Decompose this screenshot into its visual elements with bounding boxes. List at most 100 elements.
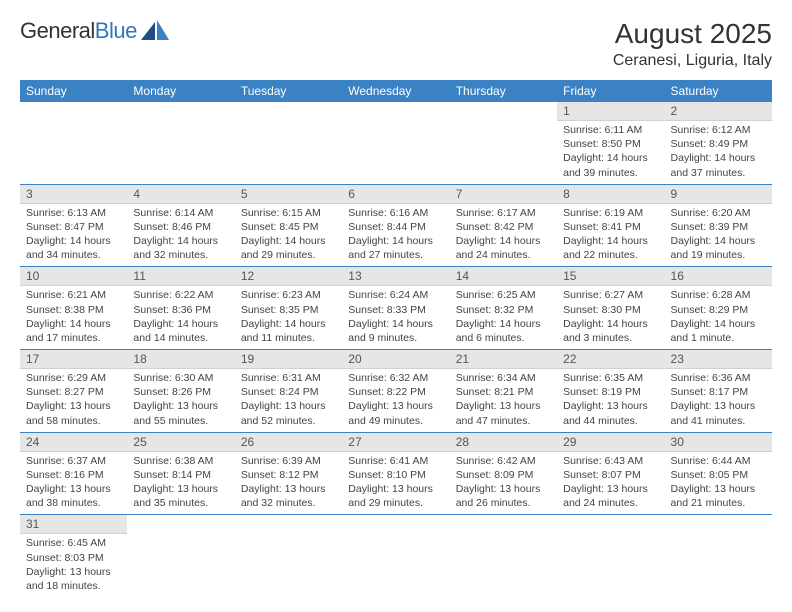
calendar-day: 14Sunrise: 6:25 AMSunset: 8:32 PMDayligh… <box>450 267 557 350</box>
calendar-day: 4Sunrise: 6:14 AMSunset: 8:46 PMDaylight… <box>127 184 234 267</box>
calendar-day: 16Sunrise: 6:28 AMSunset: 8:29 PMDayligh… <box>665 267 772 350</box>
weekday-header: Tuesday <box>235 80 342 102</box>
weekday-header: Sunday <box>20 80 127 102</box>
calendar-day: 7Sunrise: 6:17 AMSunset: 8:42 PMDaylight… <box>450 184 557 267</box>
calendar-day: 29Sunrise: 6:43 AMSunset: 8:07 PMDayligh… <box>557 432 664 515</box>
day-content: Sunrise: 6:15 AMSunset: 8:45 PMDaylight:… <box>235 204 342 267</box>
day-number: 6 <box>342 185 449 204</box>
calendar-header: SundayMondayTuesdayWednesdayThursdayFrid… <box>20 80 772 102</box>
header-row: GeneralBlue August 2025 Ceranesi, Liguri… <box>20 18 772 70</box>
sunrise-text: Sunrise: 6:21 AM <box>26 288 121 302</box>
day-number: 17 <box>20 350 127 369</box>
day-content: Sunrise: 6:35 AMSunset: 8:19 PMDaylight:… <box>557 369 664 432</box>
day-content: Sunrise: 6:39 AMSunset: 8:12 PMDaylight:… <box>235 452 342 515</box>
day-number: 14 <box>450 267 557 286</box>
sunrise-text: Sunrise: 6:22 AM <box>133 288 228 302</box>
daylight-text: Daylight: 13 hours and 26 minutes. <box>456 482 551 510</box>
sunrise-text: Sunrise: 6:35 AM <box>563 371 658 385</box>
day-content: Sunrise: 6:30 AMSunset: 8:26 PMDaylight:… <box>127 369 234 432</box>
day-content: Sunrise: 6:12 AMSunset: 8:49 PMDaylight:… <box>665 121 772 184</box>
day-content: Sunrise: 6:36 AMSunset: 8:17 PMDaylight:… <box>665 369 772 432</box>
day-content: Sunrise: 6:20 AMSunset: 8:39 PMDaylight:… <box>665 204 772 267</box>
calendar-empty <box>450 102 557 184</box>
day-number: 21 <box>450 350 557 369</box>
daylight-text: Daylight: 14 hours and 9 minutes. <box>348 317 443 345</box>
calendar-body: 1Sunrise: 6:11 AMSunset: 8:50 PMDaylight… <box>20 102 772 597</box>
calendar-empty <box>127 102 234 184</box>
day-number: 28 <box>450 433 557 452</box>
calendar-day: 22Sunrise: 6:35 AMSunset: 8:19 PMDayligh… <box>557 350 664 433</box>
day-number: 25 <box>127 433 234 452</box>
sunset-text: Sunset: 8:16 PM <box>26 468 121 482</box>
daylight-text: Daylight: 13 hours and 44 minutes. <box>563 399 658 427</box>
daylight-text: Daylight: 13 hours and 32 minutes. <box>241 482 336 510</box>
sunset-text: Sunset: 8:44 PM <box>348 220 443 234</box>
calendar-empty <box>235 102 342 184</box>
day-number: 19 <box>235 350 342 369</box>
weekday-header: Wednesday <box>342 80 449 102</box>
sunset-text: Sunset: 8:12 PM <box>241 468 336 482</box>
day-number: 8 <box>557 185 664 204</box>
calendar-day: 15Sunrise: 6:27 AMSunset: 8:30 PMDayligh… <box>557 267 664 350</box>
sunset-text: Sunset: 8:41 PM <box>563 220 658 234</box>
sunrise-text: Sunrise: 6:19 AM <box>563 206 658 220</box>
calendar-day: 17Sunrise: 6:29 AMSunset: 8:27 PMDayligh… <box>20 350 127 433</box>
calendar-day: 26Sunrise: 6:39 AMSunset: 8:12 PMDayligh… <box>235 432 342 515</box>
day-content: Sunrise: 6:41 AMSunset: 8:10 PMDaylight:… <box>342 452 449 515</box>
calendar-day: 6Sunrise: 6:16 AMSunset: 8:44 PMDaylight… <box>342 184 449 267</box>
day-content: Sunrise: 6:16 AMSunset: 8:44 PMDaylight:… <box>342 204 449 267</box>
daylight-text: Daylight: 13 hours and 52 minutes. <box>241 399 336 427</box>
day-number: 16 <box>665 267 772 286</box>
sunset-text: Sunset: 8:33 PM <box>348 303 443 317</box>
day-number: 22 <box>557 350 664 369</box>
daylight-text: Daylight: 13 hours and 38 minutes. <box>26 482 121 510</box>
calendar-day: 25Sunrise: 6:38 AMSunset: 8:14 PMDayligh… <box>127 432 234 515</box>
sunset-text: Sunset: 8:50 PM <box>563 137 658 151</box>
calendar-empty <box>342 102 449 184</box>
day-content: Sunrise: 6:28 AMSunset: 8:29 PMDaylight:… <box>665 286 772 349</box>
sunset-text: Sunset: 8:03 PM <box>26 551 121 565</box>
sunrise-text: Sunrise: 6:13 AM <box>26 206 121 220</box>
sunrise-text: Sunrise: 6:41 AM <box>348 454 443 468</box>
daylight-text: Daylight: 13 hours and 49 minutes. <box>348 399 443 427</box>
sunrise-text: Sunrise: 6:27 AM <box>563 288 658 302</box>
sunrise-text: Sunrise: 6:32 AM <box>348 371 443 385</box>
daylight-text: Daylight: 14 hours and 24 minutes. <box>456 234 551 262</box>
daylight-text: Daylight: 14 hours and 22 minutes. <box>563 234 658 262</box>
calendar-day: 5Sunrise: 6:15 AMSunset: 8:45 PMDaylight… <box>235 184 342 267</box>
calendar-empty <box>127 515 234 597</box>
day-number: 26 <box>235 433 342 452</box>
logo: GeneralBlue <box>20 18 169 44</box>
day-number: 4 <box>127 185 234 204</box>
sunrise-text: Sunrise: 6:34 AM <box>456 371 551 385</box>
day-number: 13 <box>342 267 449 286</box>
day-number: 11 <box>127 267 234 286</box>
sunrise-text: Sunrise: 6:45 AM <box>26 536 121 550</box>
calendar-day: 21Sunrise: 6:34 AMSunset: 8:21 PMDayligh… <box>450 350 557 433</box>
day-content: Sunrise: 6:14 AMSunset: 8:46 PMDaylight:… <box>127 204 234 267</box>
calendar-week: 31Sunrise: 6:45 AMSunset: 8:03 PMDayligh… <box>20 515 772 597</box>
sunset-text: Sunset: 8:47 PM <box>26 220 121 234</box>
sunset-text: Sunset: 8:42 PM <box>456 220 551 234</box>
sunset-text: Sunset: 8:24 PM <box>241 385 336 399</box>
sunset-text: Sunset: 8:39 PM <box>671 220 766 234</box>
calendar-day: 30Sunrise: 6:44 AMSunset: 8:05 PMDayligh… <box>665 432 772 515</box>
daylight-text: Daylight: 14 hours and 17 minutes. <box>26 317 121 345</box>
calendar-table: SundayMondayTuesdayWednesdayThursdayFrid… <box>20 80 772 597</box>
sunset-text: Sunset: 8:14 PM <box>133 468 228 482</box>
day-content: Sunrise: 6:32 AMSunset: 8:22 PMDaylight:… <box>342 369 449 432</box>
daylight-text: Daylight: 13 hours and 41 minutes. <box>671 399 766 427</box>
day-number: 29 <box>557 433 664 452</box>
sunrise-text: Sunrise: 6:38 AM <box>133 454 228 468</box>
day-number: 10 <box>20 267 127 286</box>
logo-text-1: General <box>20 18 95 44</box>
sunrise-text: Sunrise: 6:25 AM <box>456 288 551 302</box>
calendar-day: 3Sunrise: 6:13 AMSunset: 8:47 PMDaylight… <box>20 184 127 267</box>
daylight-text: Daylight: 14 hours and 39 minutes. <box>563 151 658 179</box>
sunrise-text: Sunrise: 6:14 AM <box>133 206 228 220</box>
sunset-text: Sunset: 8:29 PM <box>671 303 766 317</box>
sunset-text: Sunset: 8:49 PM <box>671 137 766 151</box>
day-content: Sunrise: 6:38 AMSunset: 8:14 PMDaylight:… <box>127 452 234 515</box>
sunrise-text: Sunrise: 6:15 AM <box>241 206 336 220</box>
day-content: Sunrise: 6:44 AMSunset: 8:05 PMDaylight:… <box>665 452 772 515</box>
